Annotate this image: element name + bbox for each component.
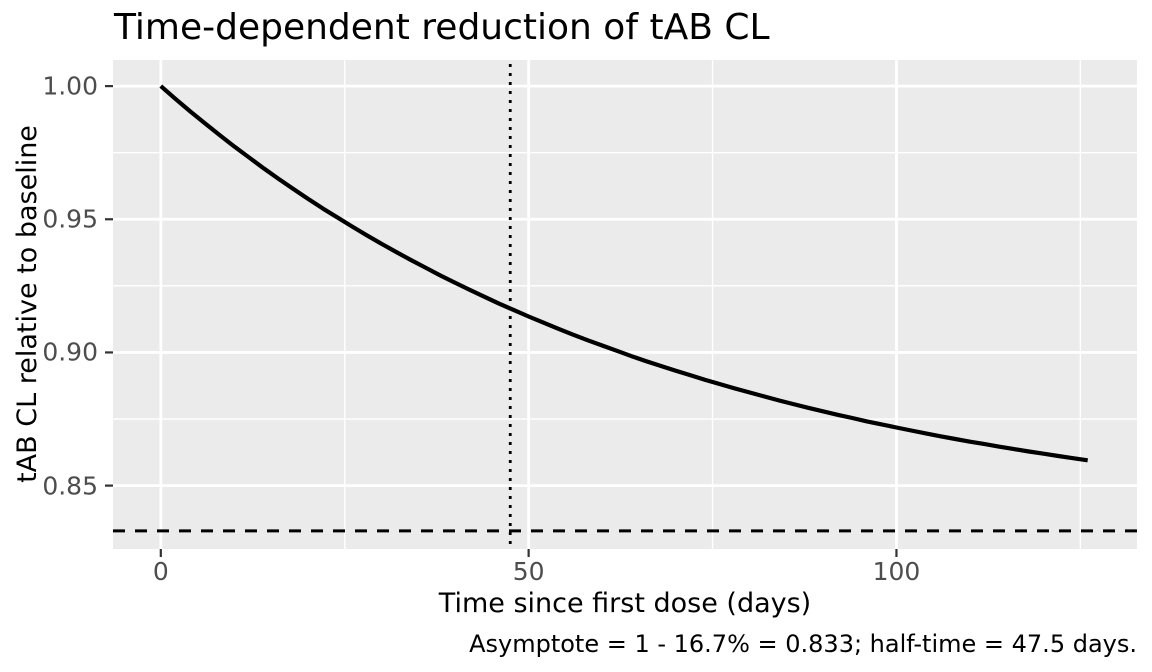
y-tick-label: 0.85	[42, 471, 98, 501]
x-axis-title: Time since first dose (days)	[438, 588, 812, 619]
y-tick-label: 0.95	[42, 204, 98, 234]
y-axis-title: tAB CL relative to baseline	[12, 125, 43, 483]
x-tick-label: 0	[152, 557, 169, 586]
y-tick-label: 0.90	[42, 337, 98, 367]
plot-panel	[113, 60, 1137, 549]
chart-caption: Asymptote = 1 - 16.7% = 0.833; half-time…	[469, 630, 1137, 658]
chart-title: Time-dependent reduction of tAB CL	[114, 7, 770, 48]
x-tick-label: 100	[872, 557, 921, 586]
y-tick-label: 1.00	[42, 71, 98, 101]
x-tick-label: 50	[512, 557, 545, 586]
cl-curve	[159, 84, 1088, 463]
